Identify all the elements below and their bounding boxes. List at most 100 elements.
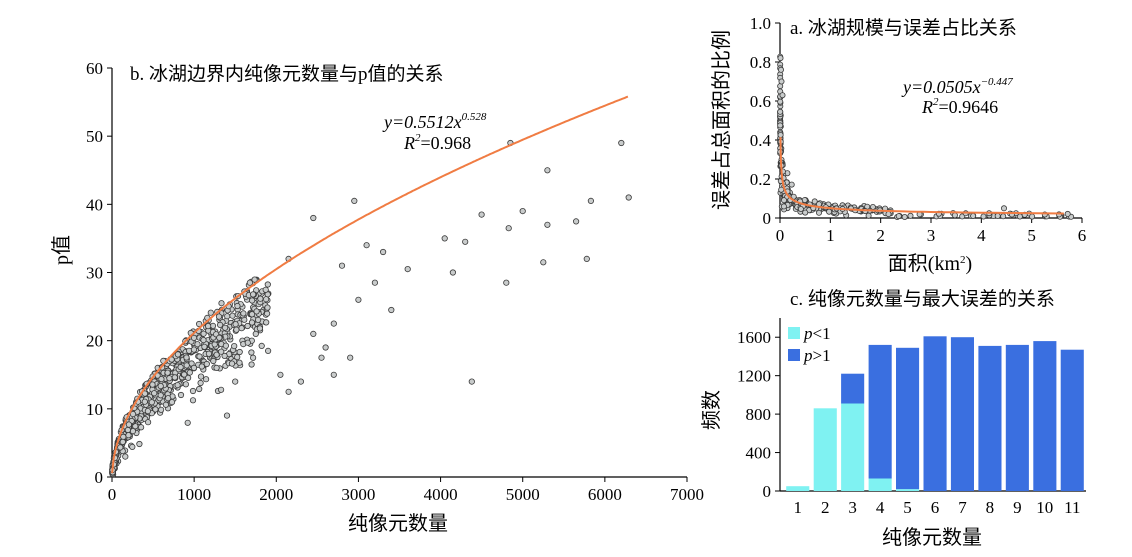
b-data-point [503,279,510,286]
b-data-point [540,259,547,266]
b-data-point [194,341,201,348]
b-data-point [144,407,151,415]
c-legend: p<1 p>1 [788,324,831,365]
b-data-point [231,342,238,350]
a-data-point [778,78,785,85]
c-legend-swatch-p-lt-1 [788,327,800,339]
b-data-point [277,371,284,378]
c-legend-label-p-lt-1: p<1 [803,324,831,343]
b-title: b. 冰湖边界内纯像元数量与p值的关系 [130,63,444,85]
b-data-point [363,242,370,249]
c-x-tick-label: 9 [1013,498,1022,517]
a-data-point [780,203,787,210]
b-x-label: 纯像元数量 [348,512,448,535]
b-data-point [181,371,188,378]
b-data-point [262,286,269,293]
b-data-point [201,343,208,350]
b-data-point [138,424,145,431]
b-data-point [177,364,184,371]
b-data-point [248,311,256,318]
b-y-tick-label: 30 [86,264,103,283]
c-bar-p-gt-1 [950,337,974,491]
c-bar-p-gt-1 [1005,344,1029,491]
b-data-point [229,312,236,319]
b-fit-equation: y=0.5512x0.528 [382,111,487,132]
b-data-point [258,342,265,349]
c-y-tick-label: 800 [746,405,772,424]
a-x-tick-label: 5 [1027,226,1036,245]
b-x-tick-label: 5000 [506,485,540,504]
a-data-point [826,208,833,215]
c-bar-p-lt-1 [896,489,920,491]
a-data-point [1000,213,1007,220]
a-data-point [1064,210,1071,217]
b-data-point [263,319,270,326]
a-fit-r2: R2=0.9646 [921,96,998,117]
b-data-point [250,291,257,298]
b-data-point [207,309,214,316]
b-data-point [165,395,172,402]
b-data-point [129,410,137,418]
b-fit-curve [111,95,629,474]
b-data-point [210,357,217,365]
a-data-point [1001,205,1008,212]
b-data-point [222,324,229,331]
b-data-point [625,194,632,201]
b-data-point [478,211,485,218]
c-bar-p-lt-1 [786,486,810,491]
a-data-point [779,92,786,99]
b-data-point [468,378,475,385]
panel-b-scatter: 0 1000 2000 3000 4000 5000 6000 7000 0 10 20 30 40 50… [50,59,704,535]
b-data-point [183,362,190,369]
b-data-point [505,225,512,232]
b-y-tick-label: 0 [95,468,104,487]
b-data-point [177,391,185,399]
c-x-tick-label: 7 [958,498,967,517]
b-data-point [238,325,245,332]
b-data-point [544,167,551,174]
b-data-point [236,348,243,356]
b-data-point [253,308,260,315]
b-data-point [174,351,181,358]
b-data-point [211,341,218,348]
b-data-point [183,354,190,361]
b-data-point [196,320,203,328]
b-data-point [157,392,164,399]
b-data-point [347,354,354,361]
c-y-tick-label: 1200 [737,367,771,386]
a-fit-equation: y=0.0505x−0.447 [901,76,1013,97]
b-data-point [218,300,225,307]
b-data-point [190,334,198,341]
a-title: a. 冰湖规模与误差占比关系 [790,17,1017,39]
b-data-point [205,350,212,357]
b-data-point [263,310,271,317]
b-x-tick-label: 1000 [177,485,211,504]
a-x-label: 面积(km2) [888,252,972,275]
b-data-point [449,269,456,276]
b-data-point [264,281,271,288]
b-data-point [149,381,156,388]
b-data-point [182,381,189,388]
c-bar-p-lt-1 [813,408,837,491]
b-data-point [404,265,411,273]
b-data-point [572,218,580,225]
b-data-point [371,279,378,286]
b-data-point [189,397,197,404]
b-data-point [125,421,132,428]
b-data-point [216,334,223,341]
b-data-point [285,388,292,395]
b-data-point [388,306,395,314]
a-data-point [865,212,872,219]
b-x-tick-label: 0 [108,485,117,504]
b-data-point [148,399,155,406]
c-x-tick-label: 6 [931,498,940,517]
b-data-point [166,375,173,382]
a-data-point [907,212,914,219]
b-data-point [171,374,178,381]
c-y-label: 频数 [700,390,723,430]
c-bar-p-gt-1 [868,344,892,479]
a-data-point [777,98,784,105]
b-data-point [330,371,337,378]
b-data-point [129,443,136,450]
b-data-point [213,351,220,358]
